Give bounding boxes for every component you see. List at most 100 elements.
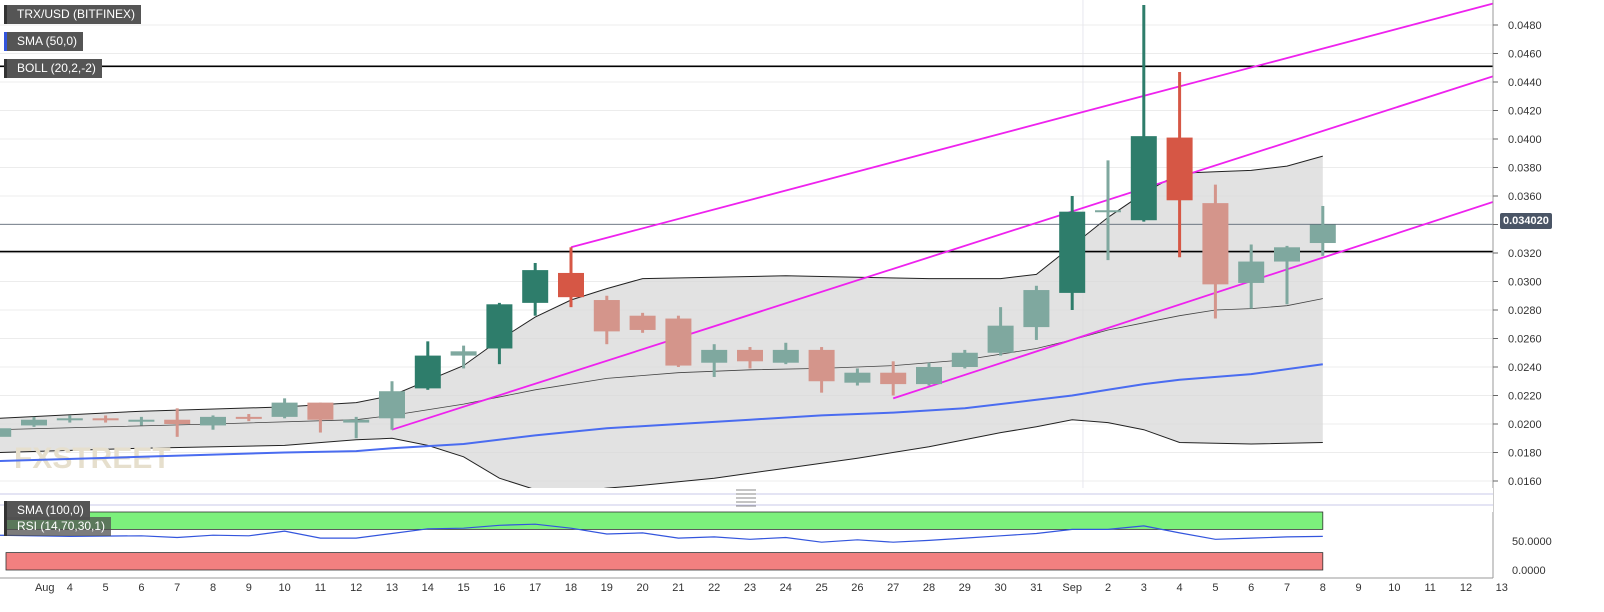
candle bbox=[1095, 160, 1121, 261]
candle bbox=[844, 368, 871, 386]
x-tick-label: 21 bbox=[672, 582, 684, 594]
current-price-tag: 0.034020 bbox=[1500, 213, 1552, 229]
x-tick-label: 6 bbox=[138, 582, 144, 594]
pane-divider[interactable] bbox=[0, 488, 1493, 512]
candle-body bbox=[56, 418, 83, 421]
x-tick-label: 19 bbox=[601, 582, 613, 594]
horizontal-levels[interactable] bbox=[0, 65, 1493, 253]
sma50-label[interactable]: SMA (50,0) bbox=[4, 32, 84, 51]
y-tick-label: 0.0420 bbox=[1508, 106, 1542, 118]
divider-bg bbox=[0, 488, 1493, 512]
candle-body bbox=[1023, 290, 1050, 328]
x-tick-label: 11 bbox=[1424, 582, 1435, 594]
x-tick-label: 13 bbox=[1496, 582, 1508, 594]
candle bbox=[450, 345, 477, 369]
channel-line bbox=[391, 75, 1493, 431]
x-tick-label: 11 bbox=[315, 582, 326, 594]
y-tick-label: 0.0380 bbox=[1508, 163, 1542, 175]
candle-body bbox=[1309, 224, 1336, 244]
candle-body bbox=[1202, 203, 1229, 285]
candle-body bbox=[558, 272, 584, 298]
symbol-label[interactable]: TRX/USD (BITFINEX) bbox=[4, 5, 142, 24]
x-tick-label: 20 bbox=[636, 582, 648, 594]
x-tick-label: 24 bbox=[780, 582, 792, 594]
candle bbox=[343, 416, 370, 439]
candle bbox=[665, 315, 692, 367]
candle bbox=[164, 408, 191, 437]
x-tick-label: 6 bbox=[1248, 582, 1254, 594]
candle bbox=[200, 415, 226, 430]
candle-body bbox=[307, 402, 334, 420]
candle-body bbox=[1059, 211, 1086, 293]
x-tick-label: 10 bbox=[278, 582, 290, 594]
x-tick-label: 17 bbox=[529, 582, 541, 594]
channel-line bbox=[892, 200, 1493, 400]
x-tick-label: 12 bbox=[350, 582, 362, 594]
candle bbox=[808, 347, 835, 393]
boll-lower-line bbox=[0, 419, 1323, 493]
candle bbox=[92, 415, 119, 423]
y-axis: 0.0160 0.0180 0.0200 0.0220 0.0240 0.0260 0.02… bbox=[1492, 0, 1604, 612]
x-tick-label: 28 bbox=[923, 582, 935, 594]
x-tick-label: 4 bbox=[67, 582, 73, 594]
rsi-pane: 50.0000 0.0000 bbox=[0, 511, 1552, 577]
rsi-tick-label: 0.0000 bbox=[1512, 565, 1546, 577]
channel-lines[interactable] bbox=[391, 0, 1520, 431]
candle-body bbox=[450, 351, 477, 356]
x-tick-label: 26 bbox=[851, 582, 863, 594]
sma100-label[interactable]: SMA (100,0) bbox=[4, 501, 90, 520]
x-tick-label: 5 bbox=[1212, 582, 1218, 594]
candle-body bbox=[92, 418, 119, 421]
candle-body bbox=[701, 349, 728, 363]
y-tick-label: 0.0280 bbox=[1508, 305, 1542, 317]
x-tick-label: 9 bbox=[246, 582, 252, 594]
candle-body bbox=[1095, 210, 1121, 213]
x-tick-label: 18 bbox=[565, 582, 577, 594]
x-tick-label: 2 bbox=[1105, 582, 1111, 594]
candle-body bbox=[486, 304, 513, 349]
y-tick-label: 0.0220 bbox=[1508, 391, 1542, 403]
x-tick-label: 8 bbox=[1320, 582, 1326, 594]
candle-body bbox=[1130, 136, 1157, 221]
candle-body bbox=[128, 419, 155, 422]
candle bbox=[486, 302, 513, 365]
x-tick-label: 23 bbox=[744, 582, 756, 594]
candle bbox=[271, 398, 298, 419]
candle bbox=[379, 381, 405, 430]
candle-body bbox=[916, 367, 942, 385]
x-tick-label: 16 bbox=[493, 582, 505, 594]
x-tick-label: 22 bbox=[708, 582, 720, 594]
candle bbox=[1202, 184, 1229, 319]
candle-body bbox=[665, 318, 692, 366]
x-tick-label: 3 bbox=[1141, 582, 1147, 594]
candle-body bbox=[235, 416, 262, 419]
x-tick-label: 13 bbox=[386, 582, 398, 594]
candle bbox=[558, 247, 584, 308]
y-tick-label: 0.0360 bbox=[1508, 191, 1542, 203]
candle bbox=[1238, 244, 1265, 309]
candle bbox=[1309, 205, 1336, 256]
candle-body bbox=[164, 419, 191, 424]
candle bbox=[0, 428, 12, 437]
x-tick-label: 25 bbox=[815, 582, 827, 594]
rsi-label[interactable]: RSI (14,70,30,1) bbox=[4, 517, 112, 536]
candle bbox=[1059, 196, 1086, 310]
candle bbox=[916, 362, 942, 386]
x-tick-label: 10 bbox=[1388, 582, 1400, 594]
candle bbox=[880, 361, 907, 396]
candles bbox=[0, 5, 1336, 439]
x-tick-label: Sep bbox=[1062, 582, 1082, 594]
channel-line bbox=[570, 2, 1493, 249]
candle bbox=[414, 341, 441, 390]
candle-body bbox=[21, 419, 47, 426]
x-tick-label: 14 bbox=[422, 582, 434, 594]
candle bbox=[772, 342, 799, 365]
x-tick-label: 30 bbox=[994, 582, 1006, 594]
candle-body bbox=[1238, 261, 1265, 283]
boll-label[interactable]: BOLL (20,2,-2) bbox=[4, 59, 102, 78]
candle-body bbox=[200, 416, 226, 426]
candle-body bbox=[987, 325, 1014, 353]
candle-body bbox=[880, 372, 907, 385]
candle-body bbox=[1166, 137, 1193, 201]
